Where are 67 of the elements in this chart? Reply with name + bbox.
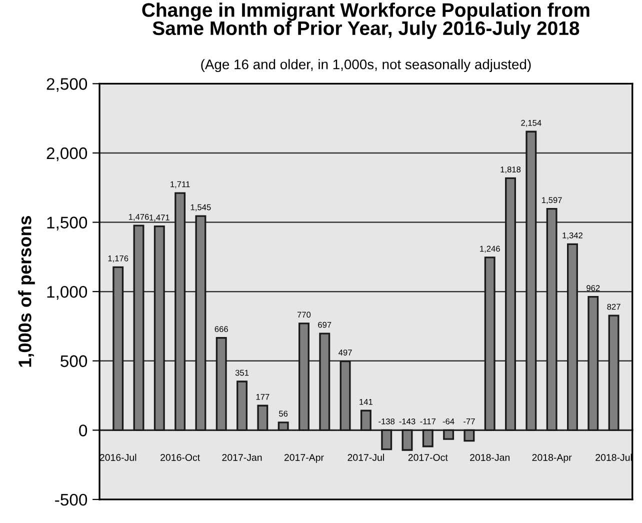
x-tick-label: 2018-Jan [470, 454, 510, 461]
data-label: 1,176 [108, 255, 128, 262]
data-label: 697 [318, 322, 332, 328]
y-tick-label: 2,000 [46, 147, 88, 162]
data-label: 1,545 [190, 204, 211, 212]
data-label: 2,154 [521, 120, 542, 127]
x-tick-label: 2018-Apr [532, 454, 572, 463]
bar [236, 380, 248, 432]
bar [443, 429, 454, 440]
bar [133, 224, 144, 432]
bar [319, 332, 330, 432]
data-label: 1,246 [480, 246, 500, 253]
data-label: 141 [360, 399, 372, 405]
data-label: -117 [420, 418, 436, 424]
bar [464, 429, 475, 442]
bar [588, 296, 599, 432]
data-label: 497 [338, 350, 352, 356]
x-tick-label: 2017-Jan [222, 454, 262, 461]
bar [566, 243, 578, 432]
bar [381, 429, 392, 450]
bar [505, 177, 516, 432]
bar [112, 266, 124, 432]
data-label: 1,818 [500, 166, 521, 174]
data-label: -138 [378, 418, 395, 424]
y-tick-label: 1,500 [47, 216, 88, 230]
chart-subtitle: (Age 16 and older, in 1,000s, not seasonally adjusted) [201, 59, 531, 72]
data-label: 56 [279, 410, 288, 417]
bar [257, 404, 268, 432]
data-label: 827 [607, 304, 620, 310]
x-tick-label: 2016-Oct [160, 454, 200, 461]
data-label: 177 [256, 394, 270, 400]
data-label: 1,476 [128, 214, 149, 221]
bar [154, 225, 165, 432]
bar [195, 215, 206, 432]
y-axis-title: 1,000s of persons [18, 216, 35, 367]
data-label: 1,711 [170, 181, 190, 188]
data-label: 770 [297, 312, 311, 318]
y-tick-label: 0 [79, 424, 88, 436]
x-tick-label: 2017-Oct [408, 454, 448, 461]
bar [340, 360, 351, 432]
data-label: 351 [235, 370, 249, 376]
y-tick-label: 2,500 [46, 78, 88, 92]
bar [422, 429, 434, 448]
y-tick-label: 500 [60, 355, 88, 368]
bar [484, 256, 496, 432]
data-label: 1,597 [542, 197, 562, 204]
bar [608, 314, 620, 432]
bar [278, 422, 289, 432]
bar [298, 322, 310, 432]
data-label: -64 [442, 418, 454, 424]
data-label: 962 [586, 285, 600, 292]
data-label: -143 [399, 418, 416, 424]
bar [526, 130, 537, 432]
bar [546, 208, 558, 432]
bar [216, 337, 227, 432]
data-label: -77 [464, 418, 475, 424]
y-tick-label: 1,000 [47, 286, 88, 300]
x-tick-label: 2017-Apr [284, 454, 324, 463]
x-tick-label: 2017-Jul [348, 454, 384, 461]
bar [360, 410, 372, 432]
data-label: 1,471 [150, 214, 170, 222]
data-label: 666 [214, 326, 228, 332]
data-label: 1,342 [562, 232, 582, 240]
y-tick-label: -500 [55, 494, 88, 506]
bar [402, 429, 413, 451]
bar [174, 192, 186, 432]
chart-title: Change in Immigrant Workforce Population from Same Month of Prior Year, July 2016-July 2018 [142, 2, 590, 39]
